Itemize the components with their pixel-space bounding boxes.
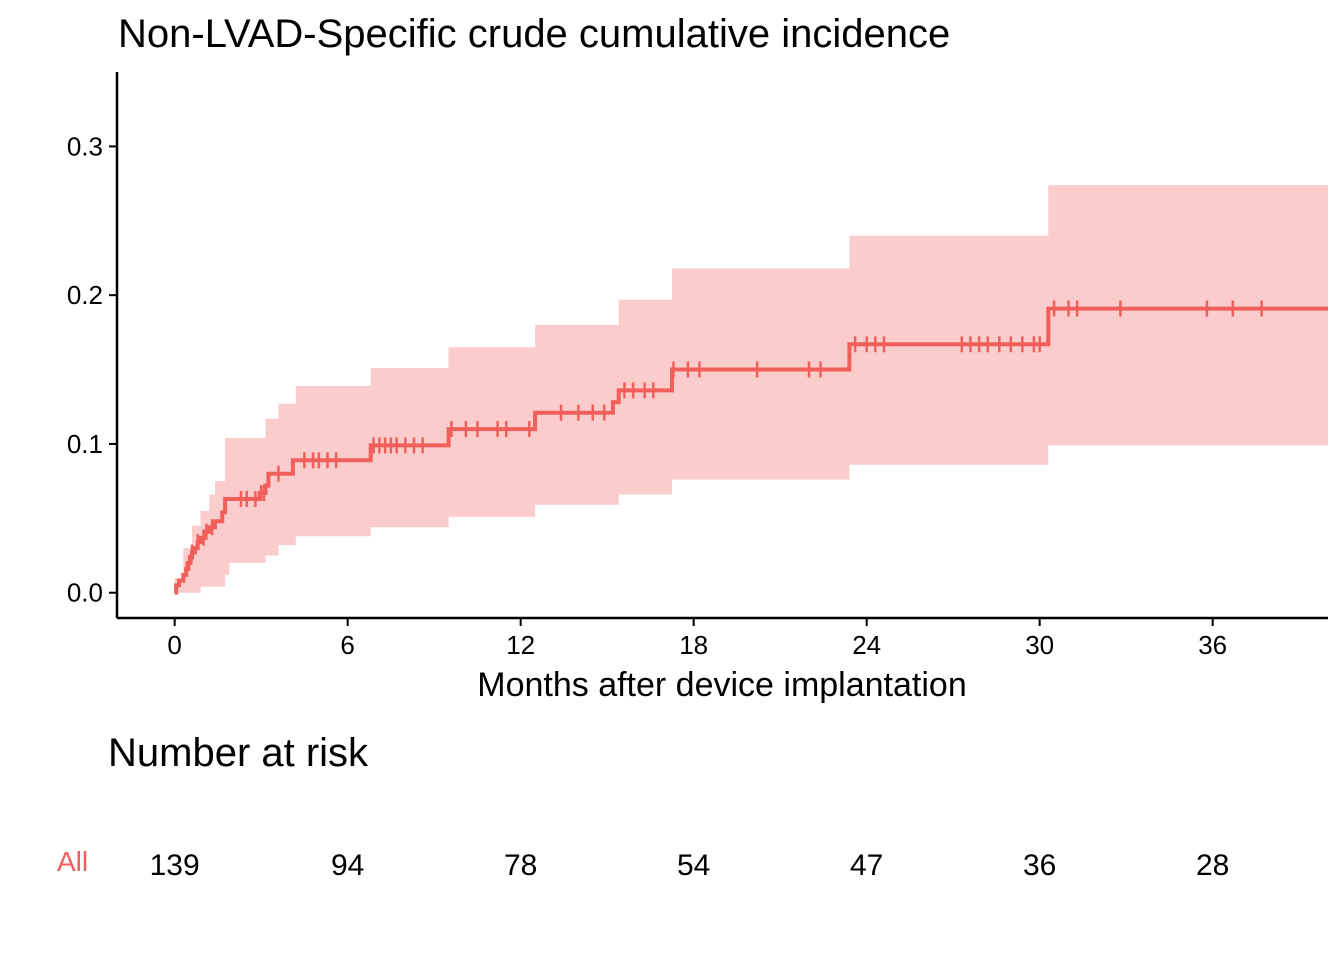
y-tick-label: 0.2 <box>67 280 103 310</box>
x-tick-label: 12 <box>506 630 535 660</box>
x-tick-label: 36 <box>1198 630 1227 660</box>
series-line-all <box>174 306 1328 595</box>
y-tick-label: 0.3 <box>67 131 103 161</box>
risk-count: 78 <box>504 849 537 882</box>
risk-count: 54 <box>677 849 710 882</box>
x-tick-label: 6 <box>340 630 354 660</box>
censor-marks <box>187 300 1263 571</box>
ci-band-all <box>174 185 1329 593</box>
risk-table-title: Number at risk <box>108 731 369 775</box>
series-layer <box>174 306 1328 595</box>
y-axis-ticks: 0.0 0.1 0.2 0.3 <box>67 131 117 608</box>
x-axis-ticks: 0 6 12 18 24 30 36 <box>167 618 1227 660</box>
confidence-band <box>174 185 1329 593</box>
risk-count: 28 <box>1196 849 1229 882</box>
risk-count: 36 <box>1023 849 1056 882</box>
y-tick-label: 0.1 <box>67 429 103 459</box>
x-tick-label: 30 <box>1025 630 1054 660</box>
y-tick-label: 0.0 <box>67 578 103 608</box>
x-tick-label: 24 <box>852 630 881 660</box>
risk-table-group-label: All <box>57 846 88 877</box>
risk-count: 94 <box>331 849 364 882</box>
risk-count: 139 <box>150 849 200 882</box>
x-axis-title: Months after device implantation <box>477 666 966 704</box>
x-tick-label: 0 <box>167 630 181 660</box>
risk-table-counts: 139 94 78 54 47 36 28 <box>150 849 1230 882</box>
risk-count: 47 <box>850 849 883 882</box>
chart-title: Non-LVAD-Specific crude cumulative incid… <box>118 12 950 56</box>
x-tick-label: 18 <box>679 630 708 660</box>
